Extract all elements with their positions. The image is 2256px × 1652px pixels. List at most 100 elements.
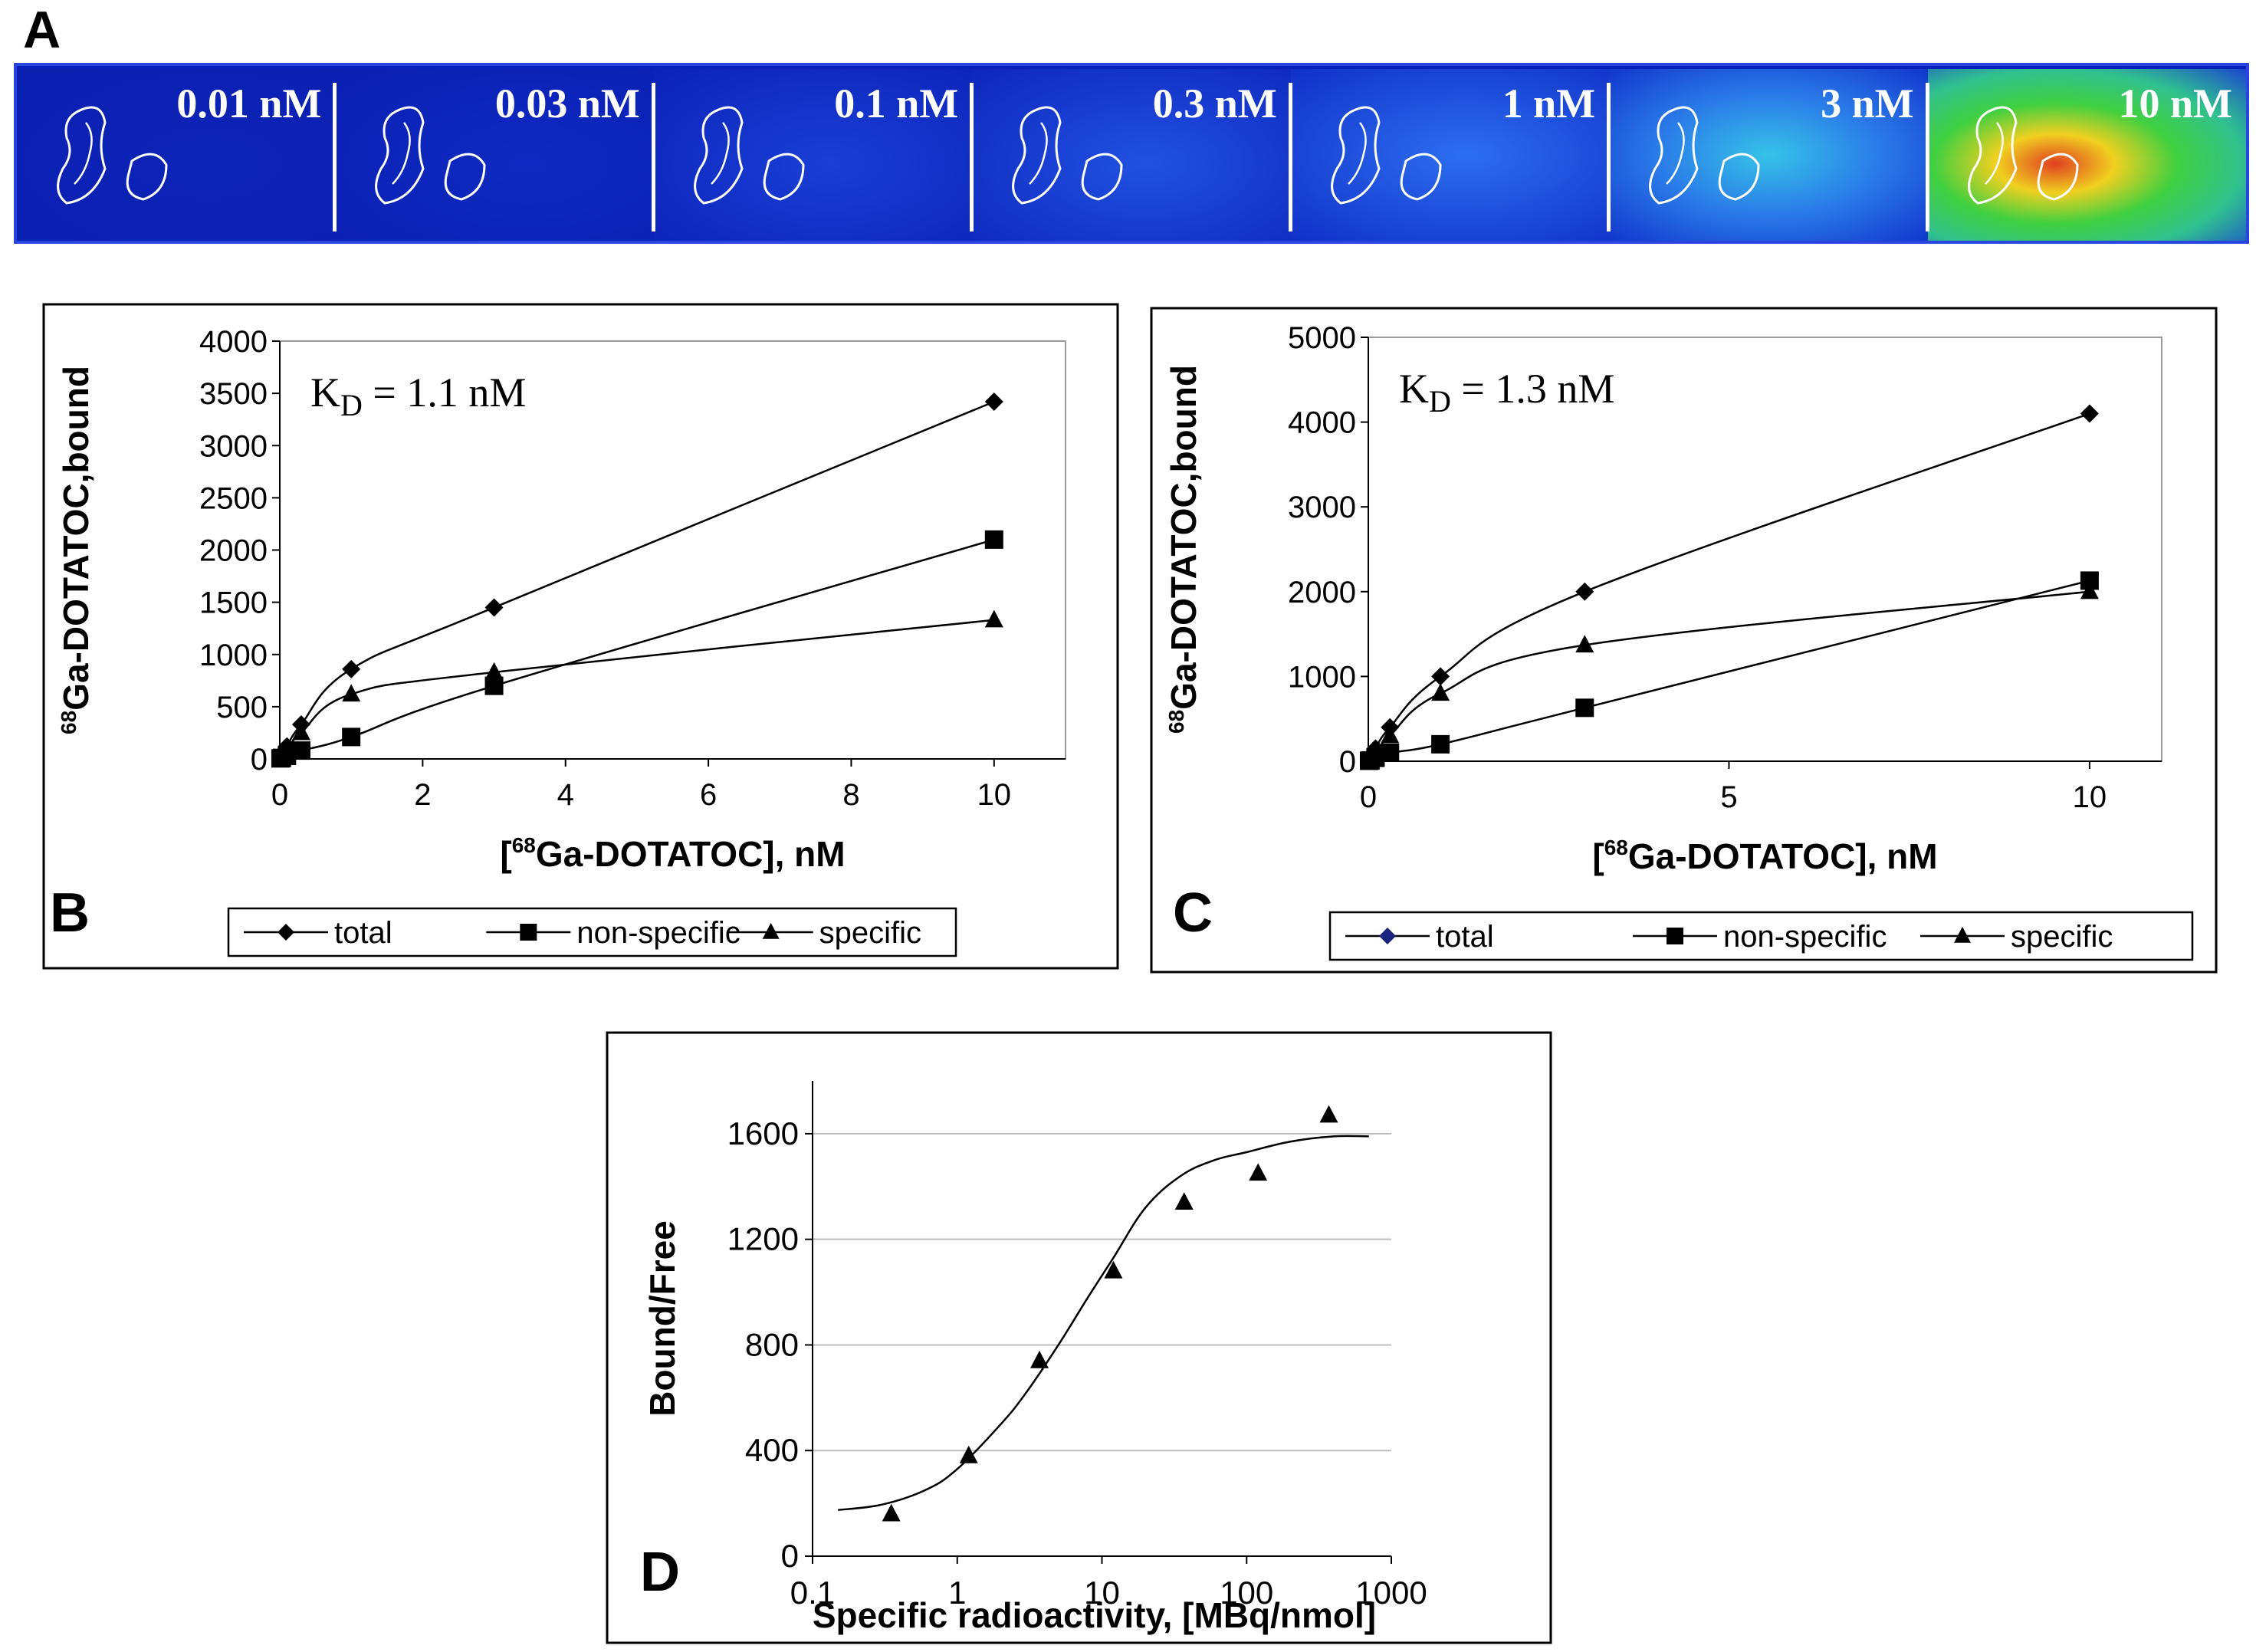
triangle-marker xyxy=(1174,1192,1194,1210)
x-axis-label: [68Ga-DOTATOC], nM xyxy=(500,833,845,874)
tile-separator xyxy=(970,83,974,232)
x-tick-label: 10 xyxy=(977,778,1012,812)
y-tick-label: 4000 xyxy=(1288,406,1356,440)
y-tick-label: 4000 xyxy=(199,325,268,359)
triangle-marker xyxy=(1249,1163,1268,1181)
strip-tile: 10 nM xyxy=(1927,69,2246,241)
x-tick-label: 5 xyxy=(1720,780,1737,814)
concentration-label: 0.01 nM xyxy=(176,80,322,126)
y-tick-label: 400 xyxy=(745,1432,799,1468)
triangle-marker xyxy=(1029,1350,1049,1368)
x-axis-label: [68Ga-DOTATOC], nM xyxy=(1592,836,1937,876)
legend-label-non-specific: non-specific xyxy=(1723,920,1887,954)
concentration-label: 0.3 nM xyxy=(1152,80,1277,126)
roi-outline-icon xyxy=(1012,106,1123,205)
roi-outline-icon xyxy=(375,106,486,205)
y-tick-label: 1500 xyxy=(199,586,268,620)
y-tick-label: 3500 xyxy=(199,377,268,411)
square-marker xyxy=(1431,734,1450,754)
panel-label-c: C xyxy=(1173,882,1213,944)
triangle-marker xyxy=(1381,725,1400,744)
x-tick-label: 0 xyxy=(1360,780,1377,814)
y-tick-label: 0 xyxy=(781,1538,799,1574)
diamond-marker xyxy=(277,924,294,941)
triangle-marker xyxy=(484,662,504,680)
triangle-marker xyxy=(959,1445,978,1463)
diamond-marker xyxy=(484,598,504,617)
legend-label-specific: specific xyxy=(2011,920,2113,954)
y-tick-label: 1000 xyxy=(199,639,268,672)
concentration-label: 0.03 nM xyxy=(494,80,640,126)
concentration-label: 1 nM xyxy=(1502,80,1596,126)
y-tick-label: 2500 xyxy=(199,481,268,515)
triangle-marker xyxy=(1954,926,1971,943)
triangle-marker xyxy=(882,1503,901,1522)
y-tick-label: 0 xyxy=(251,743,268,777)
x-tick-label: 4 xyxy=(557,778,574,812)
triangle-marker xyxy=(1104,1260,1123,1279)
tile-separator xyxy=(1607,83,1611,232)
strip-tile: 0.01 nM xyxy=(17,69,336,241)
y-axis-label: 68Ga-DOTATOC,bound xyxy=(1164,365,1204,734)
y-tick-label: 800 xyxy=(745,1326,799,1362)
chart-c: 0 1000 2000 3000 4000 5000 0 5 10 KD = 1.3 nM 68Ga… xyxy=(1150,307,2218,974)
chart-b: 0 500 1000 1500 2000 2500 3000 3500 4000 0 2 4 6 8 10 K… xyxy=(42,303,1119,970)
strip-tile: 1 nM xyxy=(1290,69,1610,241)
concentration-label: 3 nM xyxy=(1821,80,1914,126)
x-tick-label: 1000 xyxy=(1355,1575,1427,1611)
strip-tile: 0.03 nM xyxy=(335,69,654,241)
y-tick-label: 2000 xyxy=(199,534,268,568)
x-tick-label: 100 xyxy=(1220,1575,1273,1611)
tile-separator xyxy=(1925,83,1929,232)
roi-outline-icon xyxy=(1967,106,2079,205)
panel-label-a: A xyxy=(23,1,61,59)
triangle-marker xyxy=(342,684,361,702)
strip-tile: 0.3 nM xyxy=(972,69,1291,241)
triangle-marker xyxy=(762,922,780,939)
y-tick-label: 1200 xyxy=(727,1221,799,1257)
x-tick-label: 8 xyxy=(842,778,859,812)
y-tick-label: 500 xyxy=(216,691,268,724)
roi-outline-icon xyxy=(694,106,805,205)
tile-separator xyxy=(333,83,337,232)
strip-tile: 0.1 nM xyxy=(653,69,973,241)
roi-outline-icon xyxy=(1649,106,1760,205)
x-axis-label: Specific radioactivity, [MBq/nmol] xyxy=(813,1595,1376,1635)
square-marker xyxy=(520,924,537,941)
autoradiography-strip: 0.01 nM 0.03 nM 0.1 nM 0.3 nM 1 nM 3 nM 10 nM xyxy=(14,63,2249,244)
chart-frame xyxy=(42,303,1119,970)
concentration-label: 0.1 nM xyxy=(834,80,959,126)
triangle-marker xyxy=(2080,581,2099,599)
legend-label-total: total xyxy=(1436,920,1494,954)
y-tick-label: 1600 xyxy=(727,1115,799,1151)
square-marker xyxy=(1575,698,1594,718)
panel-label-d: D xyxy=(640,1542,680,1603)
legend-box xyxy=(1328,911,2194,961)
triangle-marker xyxy=(984,609,1003,628)
roi-outline-icon xyxy=(57,106,168,205)
chart-frame xyxy=(1150,307,2218,974)
x-tick-label: 6 xyxy=(700,778,717,812)
x-tick-label: 10 xyxy=(2073,780,2107,814)
y-tick-label: 2000 xyxy=(1288,576,1356,609)
legend-label-non-specific: non-specific xyxy=(576,916,740,950)
diamond-marker xyxy=(1379,928,1396,944)
fit-curve xyxy=(838,1135,1369,1511)
x-tick-label: 2 xyxy=(414,778,431,812)
x-tick-label: 10 xyxy=(1084,1575,1120,1611)
triangle-marker xyxy=(1319,1105,1338,1123)
tile-separator xyxy=(651,83,655,232)
roi-outline-icon xyxy=(1330,106,1442,205)
strip-tile: 3 nM xyxy=(1609,69,1928,241)
diamond-marker xyxy=(1575,582,1594,601)
kd-annotation: KD = 1.1 nM xyxy=(310,369,526,422)
diamond-marker xyxy=(2080,404,2099,423)
triangle-marker xyxy=(291,722,310,741)
chart-d: 0 400 800 1200 1600 0.1 1 10 100 1000 Bound/Free Sp… xyxy=(606,1031,1552,1644)
square-marker xyxy=(984,530,1003,549)
y-tick-label: 3000 xyxy=(1288,491,1356,524)
triangle-marker xyxy=(277,739,297,757)
y-tick-label: 1000 xyxy=(1288,660,1356,694)
legend-box xyxy=(227,907,957,957)
y-tick-label: 5000 xyxy=(1288,321,1356,355)
